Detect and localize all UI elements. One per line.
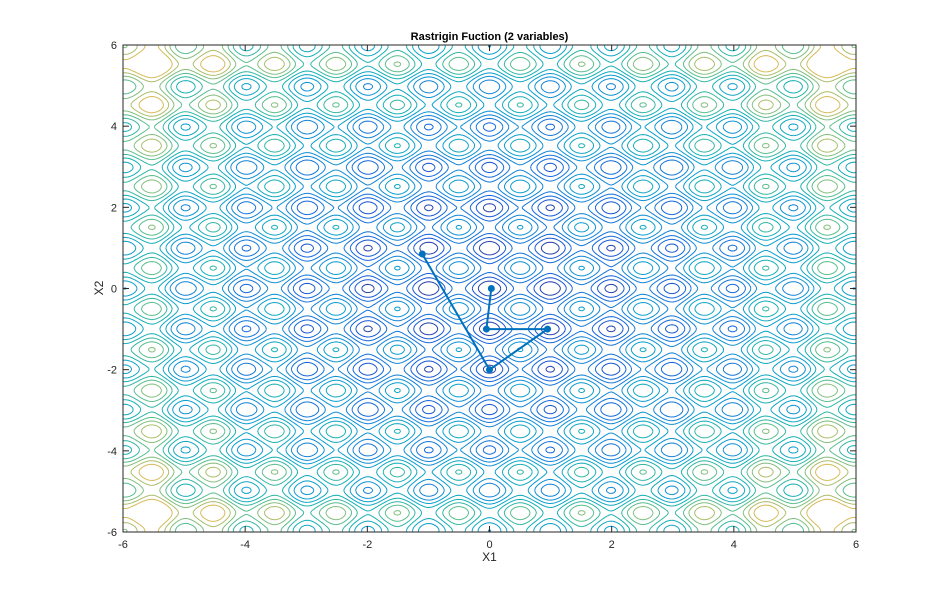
contour-level-18 <box>239 122 740 455</box>
x-tick-label: 0 <box>486 539 492 551</box>
contour-level-6 <box>361 203 618 374</box>
contour-level-84 <box>122 44 857 533</box>
contour-level-66 <box>122 44 857 533</box>
x-tick-label: 2 <box>609 539 615 551</box>
contour-level-78 <box>122 44 857 533</box>
path-point-5 <box>487 285 495 292</box>
axes: -6 -4 -2 0 2 4 6 -6 -4 -2 0 2 4 6 <box>107 40 859 551</box>
path-point-1 <box>418 250 426 258</box>
y-tick-label: 6 <box>111 40 117 52</box>
y-tick-label: -6 <box>107 527 117 539</box>
y-tick-label: 4 <box>111 121 117 133</box>
optimization-path <box>418 250 552 374</box>
x-tick-label: 4 <box>731 539 737 551</box>
contour-level-24 <box>233 117 746 460</box>
contour-level-42 <box>122 44 857 533</box>
chart-title: Rastrigin Fuction (2 variables) <box>411 31 569 43</box>
path-point-3 <box>544 325 552 333</box>
contour-level-36 <box>122 44 857 533</box>
y-tick-label: 2 <box>111 202 117 214</box>
contour-level-60 <box>122 44 857 533</box>
y-tick-label: -4 <box>107 446 117 458</box>
contour-level-48 <box>122 44 857 533</box>
y-tick-label: -2 <box>107 365 117 377</box>
contour-level-12 <box>299 161 680 416</box>
x-tick-label: -4 <box>240 539 250 551</box>
path-point-2 <box>486 366 493 374</box>
x-tick-label: 6 <box>853 539 859 551</box>
x-tick-label: -2 <box>362 539 372 551</box>
path-point-4 <box>482 325 490 333</box>
contour-lines <box>122 44 857 533</box>
x-tick-label: -6 <box>118 539 128 551</box>
x-axis-label: X1 <box>482 550 497 564</box>
contour-level-54 <box>122 44 857 533</box>
contour-level-30 <box>175 79 804 498</box>
y-axis-label: X2 <box>92 280 106 295</box>
y-tick-label: 0 <box>111 284 117 296</box>
